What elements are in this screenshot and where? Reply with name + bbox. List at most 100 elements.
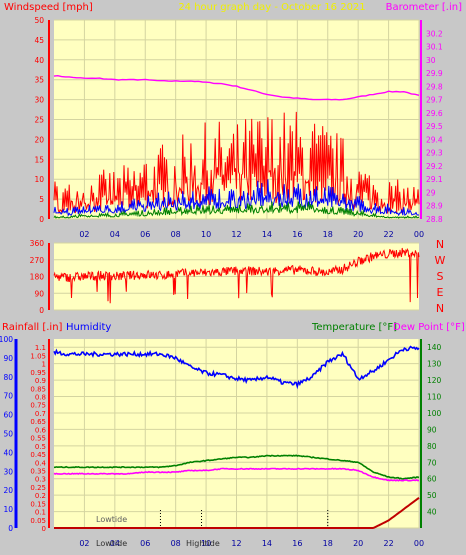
direction-y-tick-label: 0 (39, 306, 44, 315)
barometer-tick-label: 29.9 (426, 69, 443, 78)
barometer-tick-label: 29.8 (426, 82, 443, 91)
direction-y-tick-label: 90 (34, 289, 44, 298)
wind-y-tick-label: 40 (34, 56, 44, 65)
barometer-axis-title: Barometer [.in] (386, 2, 462, 13)
barometer-tick-label: 29.5 (426, 122, 443, 131)
barometer-tick-label: 29.3 (426, 149, 443, 158)
temperature-tick-label: 80 (427, 442, 437, 451)
humidity-x-tick-label: 06 (140, 539, 150, 548)
rainfall-tick-label: 60 (3, 411, 13, 420)
compass-label: W (435, 254, 446, 267)
rainfall-tick-label: 0 (8, 524, 13, 533)
humidity-tick-label: 0.1 (35, 509, 46, 517)
temperature-tick-label: 70 (427, 458, 437, 467)
temperature-axis-title: Temperature [°F] (311, 322, 397, 333)
wind-y-tick-label: 15 (34, 155, 44, 164)
humidity-tick-label: 1.05 (30, 352, 46, 360)
humidity-x-tick-label: 00 (414, 539, 424, 548)
humidity-tick-label: 0.2 (35, 492, 46, 500)
barometer-series-line (53, 74, 420, 101)
axis-layer: 0510152025303540455028.828.92929.129.229… (0, 16, 446, 548)
humidity-tick-label: 0.25 (30, 484, 46, 492)
barometer-tick-label: 28.8 (426, 215, 443, 224)
compass-label: N (436, 238, 444, 251)
barometer-tick-label: 28.9 (426, 202, 443, 211)
wind-y-tick-label: 45 (34, 36, 44, 45)
rainfall-tick-label: 30 (3, 467, 13, 476)
humidity-tick-label: 0.55 (30, 435, 46, 443)
humidity-x-tick-label: 22 (383, 539, 393, 548)
wind-x-tick-label: 06 (140, 230, 150, 239)
barometer-tick-label: 30 (426, 56, 436, 65)
humidity-tick-label: 0.75 (30, 402, 46, 410)
humidity-x-tick-label: 16 (292, 539, 302, 548)
humidity-x-tick-label: 08 (171, 539, 181, 548)
humidity-tick-label: 0.8 (35, 394, 46, 402)
wind-x-tick-label: 18 (323, 230, 333, 239)
temperature-tick-label: 110 (427, 393, 442, 402)
wind-speed-series-line (53, 179, 420, 217)
wind-average-series-line (53, 201, 420, 219)
humidity-x-tick-label: 10 (201, 539, 211, 548)
rainfall-tick-label: 100 (0, 335, 13, 344)
temperature-tick-label: 100 (427, 409, 442, 418)
barometer-tick-label: 29 (426, 188, 436, 197)
windspeed-axis-title: Windspeed [mph] (4, 2, 93, 13)
wind-y-tick-label: 30 (34, 96, 44, 105)
humidity-tick-label: 0.85 (30, 385, 46, 393)
humidity-x-tick-label: 14 (262, 539, 272, 548)
wind-x-tick-label: 08 (171, 230, 181, 239)
humidity-tick-label: 1.1 (35, 344, 46, 352)
humidity-tick-label: 1 (42, 361, 46, 369)
temperature-tick-label: 60 (427, 475, 437, 484)
rainfall-tick-label: 40 (3, 448, 13, 457)
humidity-x-tick-label: 04 (110, 539, 120, 548)
wind-y-tick-label: 5 (39, 195, 44, 204)
dewpoint-axis-title: Dew Point [°F] (393, 322, 465, 333)
wind-x-tick-label: 00 (414, 230, 424, 239)
humidity-x-tick-label: 20 (353, 539, 363, 548)
dewpoint-series-line (53, 467, 420, 482)
rainfall-tick-label: 70 (3, 392, 13, 401)
wind-x-tick-label: 02 (79, 230, 89, 239)
humidity-tick-label: 0.6 (35, 426, 47, 434)
rainfall-tick-label: 20 (3, 486, 13, 495)
humidity-tick-label: 0.35 (30, 467, 46, 475)
barometer-tick-label: 29.6 (426, 109, 443, 118)
lowtide-annotation: Lowtide (96, 515, 127, 524)
rainfall-axis-title: Rainfall [.in] (2, 322, 63, 333)
wind-y-tick-label: 35 (34, 76, 44, 85)
wind-x-tick-label: 16 (292, 230, 302, 239)
wind-x-tick-label: 14 (262, 230, 272, 239)
series-layer (53, 74, 420, 529)
rainfall-tick-label: 50 (3, 430, 13, 439)
wind-x-tick-label: 22 (383, 230, 393, 239)
compass-label: N (436, 302, 444, 315)
direction-y-tick-label: 180 (30, 273, 45, 282)
rainfall-series-line (54, 496, 420, 529)
temperature-tick-label: 120 (427, 376, 442, 385)
compass-label: E (437, 286, 444, 299)
chart-title: 24 hour graph day - October 16 2021 (178, 2, 365, 13)
humidity-tick-label: 0.95 (30, 369, 46, 377)
hightide-label: Hightide (186, 539, 220, 548)
temperature-tick-label: 140 (427, 343, 442, 352)
barometer-tick-label: 29.7 (426, 96, 443, 105)
humidity-tick-label: 0.05 (30, 517, 46, 525)
wind-y-tick-label: 20 (34, 135, 44, 144)
direction-y-tick-label: 270 (30, 256, 45, 265)
wind-y-tick-label: 10 (34, 175, 44, 184)
rainfall-tick-label: 80 (3, 373, 13, 382)
compass-label: S (437, 270, 444, 283)
humidity-x-tick-label: 12 (231, 539, 241, 548)
barometer-tick-label: 29.1 (426, 175, 443, 184)
lowtide-label: Lowtide (96, 539, 127, 548)
humidity-tick-label: 0 (42, 525, 46, 533)
humidity-tick-label: 0.3 (35, 476, 46, 484)
barometer-tick-label: 29.4 (426, 135, 443, 144)
temperature-series-line (54, 454, 420, 480)
humidity-tick-label: 0.9 (35, 377, 46, 385)
wind-y-tick-label: 50 (34, 16, 44, 25)
humidity-tick-label: 0.7 (35, 410, 46, 418)
